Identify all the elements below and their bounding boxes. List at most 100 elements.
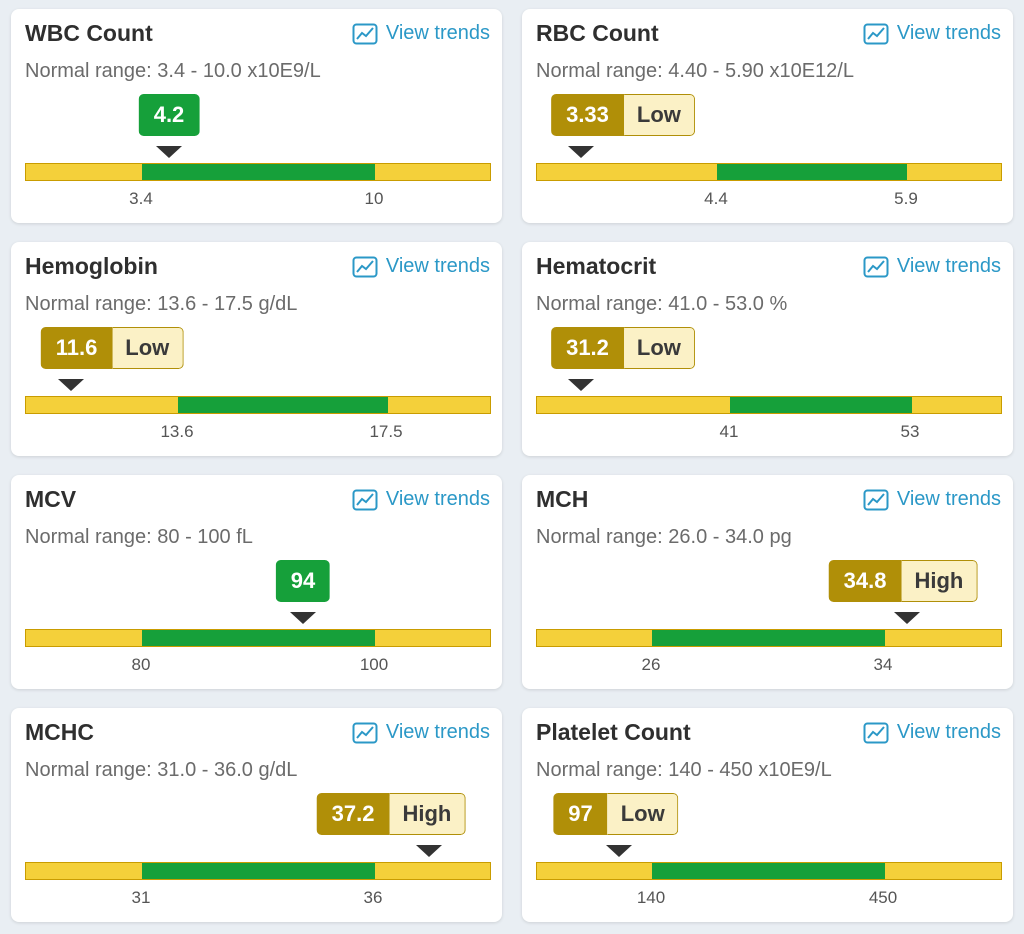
value-marker [58,379,84,391]
range-bar [25,396,491,414]
result-value: 97 [553,793,608,835]
range-low-tick: 31 [131,888,151,907]
range-bar-high-segment [375,863,490,879]
result-value: 11.6 [40,327,113,369]
value-marker [606,845,632,857]
status-badge: Low [623,327,695,369]
status-badge: Low [112,327,184,369]
range-bar-low-segment [537,164,717,180]
range-bar-low-segment [537,863,652,879]
result-card-mchc: MCHC View trends Normal range: 31.0 - 36… [11,708,502,922]
normal-range-text: Normal range: 26.0 - 34.0 pg [536,526,792,548]
range-bar-normal-segment [142,164,375,180]
range-low-tick: 140 [636,888,666,907]
range-low-tick: 80 [131,655,151,674]
range-bar-high-segment [375,630,490,646]
value-marker [894,612,920,624]
result-value-badge: 3.33 Low [551,94,695,136]
result-card-hematocrit: Hematocrit View trends Normal range: 41.… [522,242,1013,456]
result-value: 3.33 [551,94,624,136]
range-low-tick: 26 [641,655,661,674]
range-bar-low-segment [26,397,178,413]
range-bar-high-segment [375,164,490,180]
result-value: 34.8 [828,560,902,602]
test-name: MCH [536,486,589,512]
trend-chart-icon [863,23,889,44]
result-value-badge: 31.2 Low [551,327,695,369]
test-name: WBC Count [25,20,153,46]
normal-range-text: Normal range: 41.0 - 53.0 % [536,293,788,315]
normal-range-text: Normal range: 80 - 100 fL [25,526,253,548]
range-bar [536,862,1002,880]
trend-chart-icon [352,23,378,44]
range-bar [25,629,491,647]
trend-chart-icon [352,256,378,277]
status-badge: High [901,560,978,602]
view-trends-link[interactable]: View trends [352,255,490,278]
range-bar [25,862,491,880]
range-bar-normal-segment [717,164,907,180]
trend-chart-icon [352,489,378,510]
range-low-tick: 4.4 [704,189,728,208]
test-name: MCHC [25,719,94,745]
range-bar-high-segment [912,397,1001,413]
range-high-tick: 36 [363,888,383,907]
range-low-tick: 13.6 [160,422,194,441]
view-trends-label: View trends [385,22,490,44]
view-trends-link[interactable]: View trends [352,721,490,744]
normal-range-text: Normal range: 4.40 - 5.90 x10E12/L [536,60,854,82]
range-high-tick: 10 [364,189,384,208]
status-badge: Low [607,793,679,835]
normal-range-text: Normal range: 3.4 - 10.0 x10E9/L [25,60,321,82]
value-marker [290,612,316,624]
normal-range-text: Normal range: 13.6 - 17.5 g/dL [25,293,298,315]
trend-chart-icon [352,722,378,743]
view-trends-link[interactable]: View trends [863,255,1001,278]
range-bar [536,396,1002,414]
view-trends-label: View trends [896,22,1001,44]
result-value-badge: 97 Low [553,793,679,835]
range-low-tick: 3.4 [129,189,153,208]
value-marker [568,146,594,158]
normal-range-text: Normal range: 31.0 - 36.0 g/dL [25,759,298,781]
range-high-tick: 34 [873,655,893,674]
view-trends-link[interactable]: View trends [863,22,1001,45]
range-high-tick: 100 [359,655,389,674]
test-name: Platelet Count [536,719,691,745]
test-name: Hematocrit [536,253,657,279]
view-trends-link[interactable]: View trends [863,721,1001,744]
view-trends-link[interactable]: View trends [863,488,1001,511]
range-bar-low-segment [26,630,142,646]
range-low-tick: 41 [719,422,739,441]
range-bar-normal-segment [652,630,885,646]
result-card-platelet: Platelet Count View trends Normal range:… [522,708,1013,922]
range-high-tick: 5.9 [894,189,918,208]
value-marker [568,379,594,391]
test-name: Hemoglobin [25,253,158,279]
status-badge: High [389,793,466,835]
range-bar-normal-segment [178,397,388,413]
view-trends-label: View trends [385,488,490,510]
view-trends-link[interactable]: View trends [352,488,490,511]
view-trends-label: View trends [385,255,490,277]
range-bar [536,629,1002,647]
range-bar-high-segment [885,863,1001,879]
range-bar [25,163,491,181]
range-bar-normal-segment [730,397,912,413]
range-bar-high-segment [885,630,1001,646]
range-high-tick: 17.5 [369,422,403,441]
view-trends-link[interactable]: View trends [352,22,490,45]
trend-chart-icon [863,489,889,510]
result-value: 94 [275,560,331,602]
view-trends-label: View trends [896,721,1001,743]
value-marker [156,146,182,158]
view-trends-label: View trends [385,721,490,743]
range-bar-normal-segment [652,863,885,879]
range-bar-low-segment [26,164,142,180]
range-high-tick: 53 [900,422,920,441]
result-card-hemoglobin: Hemoglobin View trends Normal range: 13.… [11,242,502,456]
range-bar-low-segment [26,863,142,879]
range-bar-normal-segment [142,630,375,646]
range-bar-high-segment [388,397,490,413]
